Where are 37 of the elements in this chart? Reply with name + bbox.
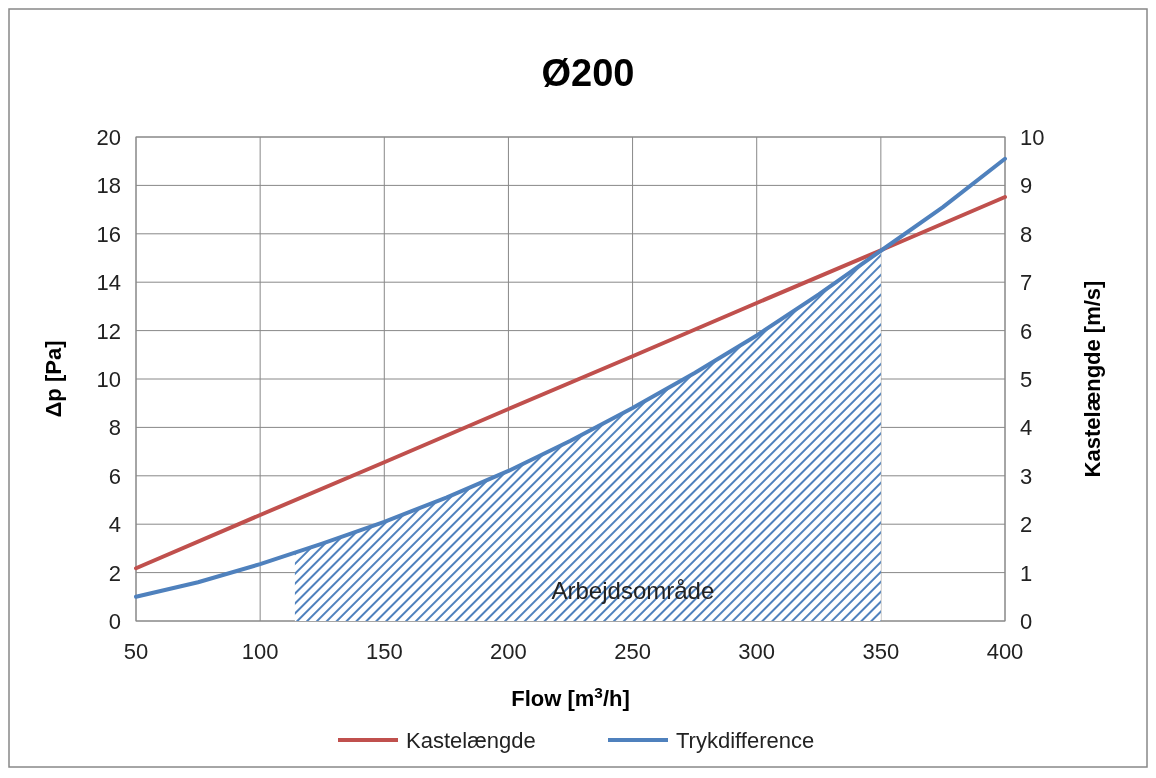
x-tick-label: 250 (614, 639, 651, 664)
y-tick-label: 4 (108, 512, 121, 538)
x-axis-title: Flow [m$^{3}$/h] (511, 683, 630, 711)
y2-tick-label: 2 (1020, 512, 1033, 538)
x-tick-label: 350 (862, 639, 900, 664)
y2-axis-title: Kastelængde [m/s] (1080, 280, 1105, 478)
y2-tick-label: 7 (1020, 270, 1033, 296)
y2-tick-label: 6 (1020, 318, 1033, 344)
y2-tick-label: 9 (1020, 173, 1033, 199)
line-series (134, 195, 1007, 571)
x-tick-label: 200 (490, 639, 527, 664)
y-tick-label: 18 (96, 173, 121, 199)
chart-title: Ø200 (541, 52, 635, 94)
x-tick-label: 150 (365, 639, 403, 664)
y-tick-label: 14 (96, 270, 121, 296)
y2-tick-label: 10 (1020, 125, 1045, 150)
y2-tick-label: 8 (1020, 221, 1033, 247)
y2-tick-label: 0 (1020, 609, 1033, 634)
legend-label: Trykdifference (676, 728, 815, 753)
y-axis-title: Δp [Pa] (41, 340, 66, 418)
y-tick-label: 2 (108, 560, 121, 586)
x-tick-label: 100 (241, 639, 279, 664)
y-tick-label: 8 (108, 415, 121, 441)
x-tick-label: 50 (123, 639, 149, 664)
y-tick-label: 20 (96, 125, 121, 150)
y-tick-label: 16 (96, 221, 121, 247)
y2-tick-label: 3 (1020, 463, 1033, 489)
y-tick-label: 10 (96, 367, 121, 392)
y2-tick-label: 1 (1020, 560, 1033, 586)
y2-tick-label: 5 (1020, 367, 1033, 392)
y-tick-label: 12 (96, 318, 121, 344)
y-tick-label: 6 (108, 463, 121, 489)
x-tick-label: 400 (986, 639, 1024, 664)
y-tick-label: 0 (108, 609, 121, 634)
x-tick-label: 300 (738, 639, 776, 664)
legend-label: Kastelængde (406, 728, 536, 753)
y2-tick-label: 4 (1020, 415, 1033, 441)
